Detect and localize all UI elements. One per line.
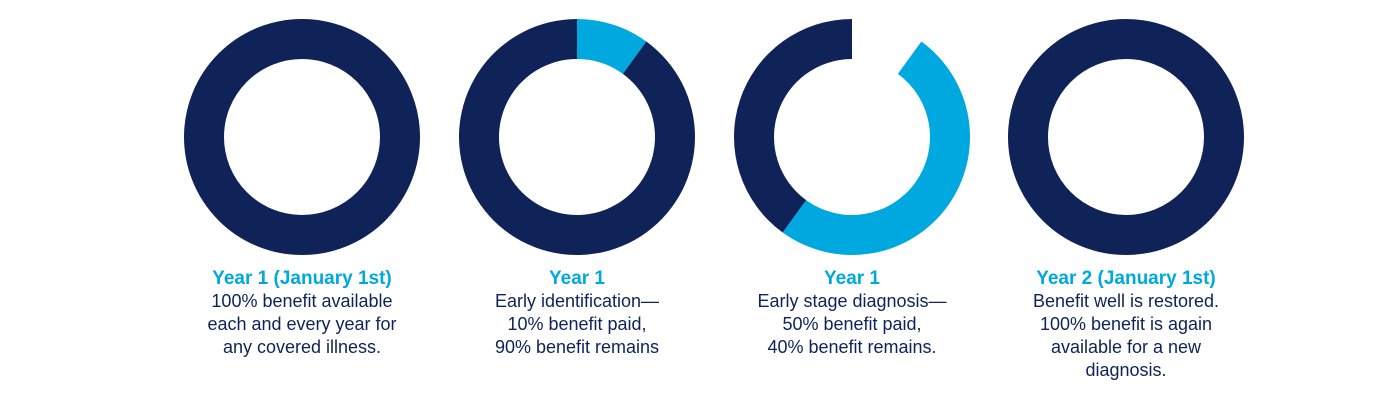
caption-line: Early identification— <box>494 291 660 311</box>
caption-line: 40% benefit remains. <box>767 337 937 357</box>
donut-caption-2: Year 1 Early identification— 10% benefit… <box>437 268 717 359</box>
donut-caption-4: Year 2 (January 1st) Benefit well is res… <box>986 268 1266 382</box>
caption-line: 10% benefit paid, <box>507 314 647 334</box>
caption-line: Early stage diagnosis— <box>757 291 947 311</box>
donut-slice <box>734 19 852 233</box>
donut-slice <box>782 41 970 255</box>
donut-chart-4 <box>1008 19 1244 255</box>
donut-chart-3 <box>734 19 970 255</box>
donut-chart-1 <box>184 19 420 255</box>
donut-slice <box>852 19 922 74</box>
donut-slice <box>459 19 695 256</box>
donut-slice <box>577 19 647 74</box>
caption-line: any covered illness. <box>222 337 382 357</box>
caption-heading: Year 1 (January 1st) <box>212 268 392 289</box>
donut-panel-2: Year 1 Early identification— 10% benefit… <box>437 0 717 412</box>
donut-chart-2 <box>459 19 695 256</box>
donut-panel-3: Year 1 Early stage diagnosis— 50% benefi… <box>712 0 992 412</box>
caption-line: 90% benefit remains <box>494 337 660 357</box>
caption-line: 100% benefit available <box>211 291 393 311</box>
donut-caption-3: Year 1 Early stage diagnosis— 50% benefi… <box>712 268 992 359</box>
caption-heading: Year 1 <box>824 268 880 289</box>
donut-panel-4: Year 2 (January 1st) Benefit well is res… <box>986 0 1266 412</box>
caption-heading: Year 1 <box>549 268 605 289</box>
caption-line: Benefit well is restored. <box>1032 291 1220 311</box>
caption-line: 100% benefit is again <box>1039 314 1213 334</box>
caption-line: 50% benefit paid, <box>782 314 922 334</box>
caption-heading: Year 2 (January 1st) <box>1036 268 1216 289</box>
caption-line: each and every year for <box>207 314 397 334</box>
donut-slice <box>1008 19 1244 255</box>
donut-panel-1: Year 1 (January 1st) 100% benefit availa… <box>162 0 442 412</box>
caption-line: diagnosis. <box>1085 360 1167 380</box>
donut-caption-1: Year 1 (January 1st) 100% benefit availa… <box>162 268 442 359</box>
caption-line: available for a new <box>1050 337 1202 357</box>
donut-slice <box>184 19 420 255</box>
